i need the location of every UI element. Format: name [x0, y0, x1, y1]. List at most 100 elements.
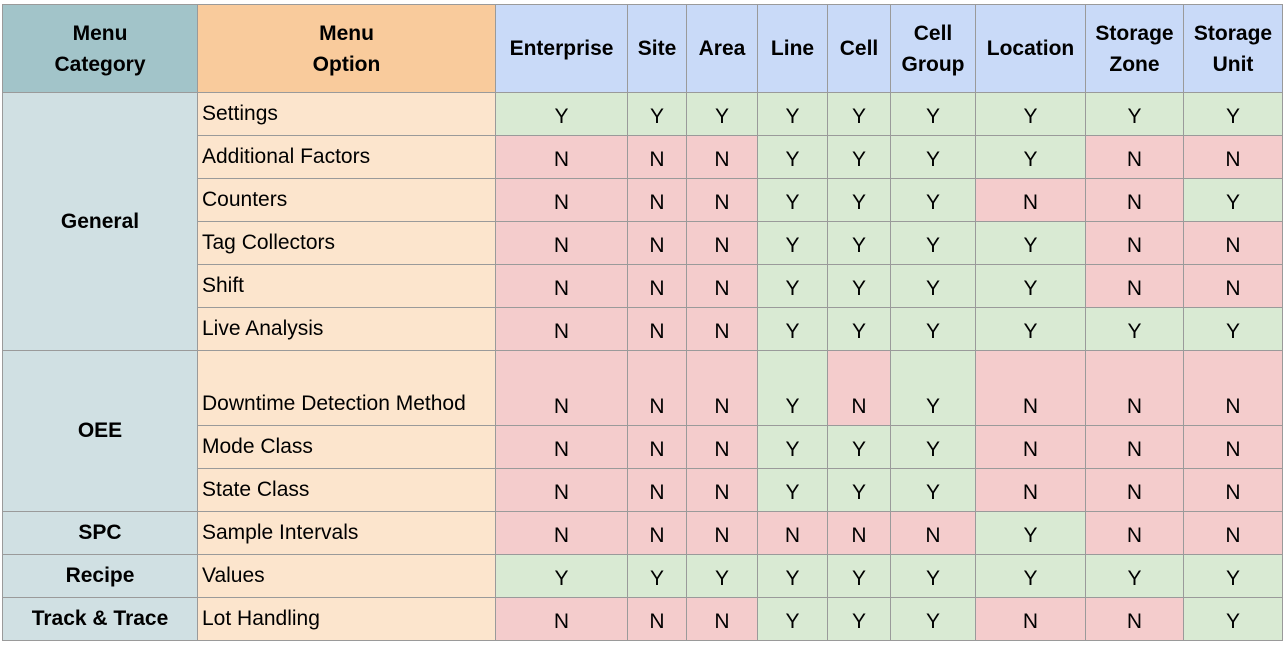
availability-no-cell: N — [686, 425, 758, 469]
availability-no-cell: N — [1183, 425, 1283, 469]
menu-option-cell: Additional Factors — [197, 135, 496, 179]
availability-no-cell: N — [627, 178, 687, 222]
availability-no-cell: N — [627, 350, 687, 426]
menu-option-cell: Downtime Detection Method — [197, 350, 496, 426]
availability-yes-cell: Y — [890, 178, 976, 222]
menu-option-cell: State Class — [197, 468, 496, 512]
table-row: Track & Trace Lot Handling N N N Y Y Y N N Y — [2, 597, 1283, 641]
availability-no-cell: N — [1085, 350, 1184, 426]
availability-no-cell: N — [1085, 178, 1184, 222]
availability-yes-cell: Y — [757, 597, 828, 641]
availability-no-cell: N — [1183, 135, 1283, 179]
header-level: Enterprise — [495, 4, 628, 93]
menu-option-cell: Lot Handling — [197, 597, 496, 641]
availability-yes-cell: Y — [686, 554, 758, 598]
availability-yes-cell: Y — [627, 92, 687, 136]
availability-yes-cell: Y — [757, 554, 828, 598]
availability-no-cell: N — [686, 135, 758, 179]
header-level: Cell Group — [890, 4, 976, 93]
table-row: Additional Factors N N N Y Y Y Y N N — [3, 135, 1283, 179]
availability-yes-cell: Y — [827, 597, 891, 641]
header-text: Enterprise — [509, 37, 614, 60]
availability-yes-cell: Y — [975, 92, 1086, 136]
availability-no-cell: N — [975, 350, 1086, 426]
header-text: Cell — [839, 37, 879, 60]
availability-yes-cell: Y — [975, 307, 1086, 351]
availability-yes-cell: Y — [890, 92, 976, 136]
header-text: Location — [986, 37, 1075, 60]
menu-option-cell: Mode Class — [197, 425, 496, 469]
availability-no-cell: N — [495, 135, 628, 179]
availability-yes-cell: Y — [495, 92, 628, 136]
header-text: Menu — [319, 21, 374, 45]
table-row: General Settings Y Y Y Y Y Y Y Y Y — [2, 92, 1283, 351]
availability-yes-cell: Y — [686, 92, 758, 136]
availability-yes-cell: Y — [1183, 178, 1283, 222]
availability-no-cell: N — [686, 264, 758, 308]
availability-no-cell: N — [686, 307, 758, 351]
availability-yes-cell: Y — [757, 92, 828, 136]
menu-category-cell: General — [2, 92, 198, 351]
availability-yes-cell: Y — [827, 264, 891, 308]
availability-yes-cell: Y — [975, 135, 1086, 179]
availability-no-cell: N — [627, 307, 687, 351]
header-row: Menu Category Menu Option Enterprise Site Area… — [2, 4, 1283, 93]
menu-category-cell: SPC — [2, 511, 198, 555]
availability-no-cell: N — [686, 511, 758, 555]
availability-no-cell: N — [627, 597, 687, 641]
menu-category-cell: OEE — [2, 350, 198, 512]
availability-no-cell: N — [495, 511, 628, 555]
availability-yes-cell: Y — [1183, 597, 1283, 641]
menu-category-cell: Track & Trace — [2, 597, 198, 641]
availability-yes-cell: Y — [1183, 307, 1283, 351]
table-row: Shift N N N Y Y Y Y N N — [3, 264, 1283, 308]
table-row: Counters N N N Y Y Y N N Y — [3, 178, 1283, 222]
availability-yes-cell: Y — [757, 135, 828, 179]
availability-yes-cell: Y — [827, 307, 891, 351]
menu-availability-table: Menu Category Menu Option Enterprise Site Area… — [2, 4, 1283, 641]
availability-yes-cell: Y — [827, 135, 891, 179]
availability-yes-cell: Y — [1085, 554, 1184, 598]
availability-yes-cell: Y — [975, 511, 1086, 555]
availability-yes-cell: Y — [1085, 307, 1184, 351]
header-text: Storage — [1095, 21, 1174, 45]
availability-yes-cell: Y — [890, 597, 976, 641]
availability-no-cell: N — [686, 178, 758, 222]
availability-no-cell: N — [627, 425, 687, 469]
availability-yes-cell: Y — [757, 264, 828, 308]
availability-yes-cell: Y — [757, 468, 828, 512]
availability-yes-cell: Y — [827, 425, 891, 469]
table-row: Mode Class N N N Y Y Y N N N — [3, 425, 1283, 469]
availability-yes-cell: Y — [827, 468, 891, 512]
availability-yes-cell: Y — [827, 178, 891, 222]
availability-no-cell: N — [686, 350, 758, 426]
menu-category-cell: Recipe — [2, 554, 198, 598]
availability-yes-cell: Y — [890, 307, 976, 351]
availability-yes-cell: Y — [890, 350, 976, 426]
availability-no-cell: N — [627, 511, 687, 555]
availability-no-cell: N — [495, 597, 628, 641]
header-text: Zone — [1109, 52, 1160, 76]
header-text: Storage — [1193, 21, 1273, 45]
availability-yes-cell: Y — [757, 350, 828, 426]
header-text: Cell — [913, 21, 953, 45]
availability-yes-cell: Y — [1183, 92, 1283, 136]
availability-no-cell: N — [495, 350, 628, 426]
availability-no-cell: N — [1085, 264, 1184, 308]
availability-yes-cell: Y — [890, 468, 976, 512]
availability-no-cell: N — [1085, 221, 1184, 265]
availability-yes-cell: Y — [890, 264, 976, 308]
availability-yes-cell: Y — [495, 554, 628, 598]
availability-no-cell: N — [1183, 264, 1283, 308]
availability-yes-cell: Y — [757, 178, 828, 222]
availability-no-cell: N — [975, 468, 1086, 512]
availability-no-cell: N — [495, 221, 628, 265]
availability-yes-cell: Y — [827, 92, 891, 136]
header-text: Option — [312, 52, 381, 76]
availability-yes-cell: Y — [975, 264, 1086, 308]
availability-yes-cell: Y — [975, 554, 1086, 598]
header-menu-option: Menu Option — [197, 4, 496, 93]
availability-no-cell: N — [495, 468, 628, 512]
header-level: Location — [975, 4, 1086, 93]
availability-yes-cell: Y — [827, 221, 891, 265]
